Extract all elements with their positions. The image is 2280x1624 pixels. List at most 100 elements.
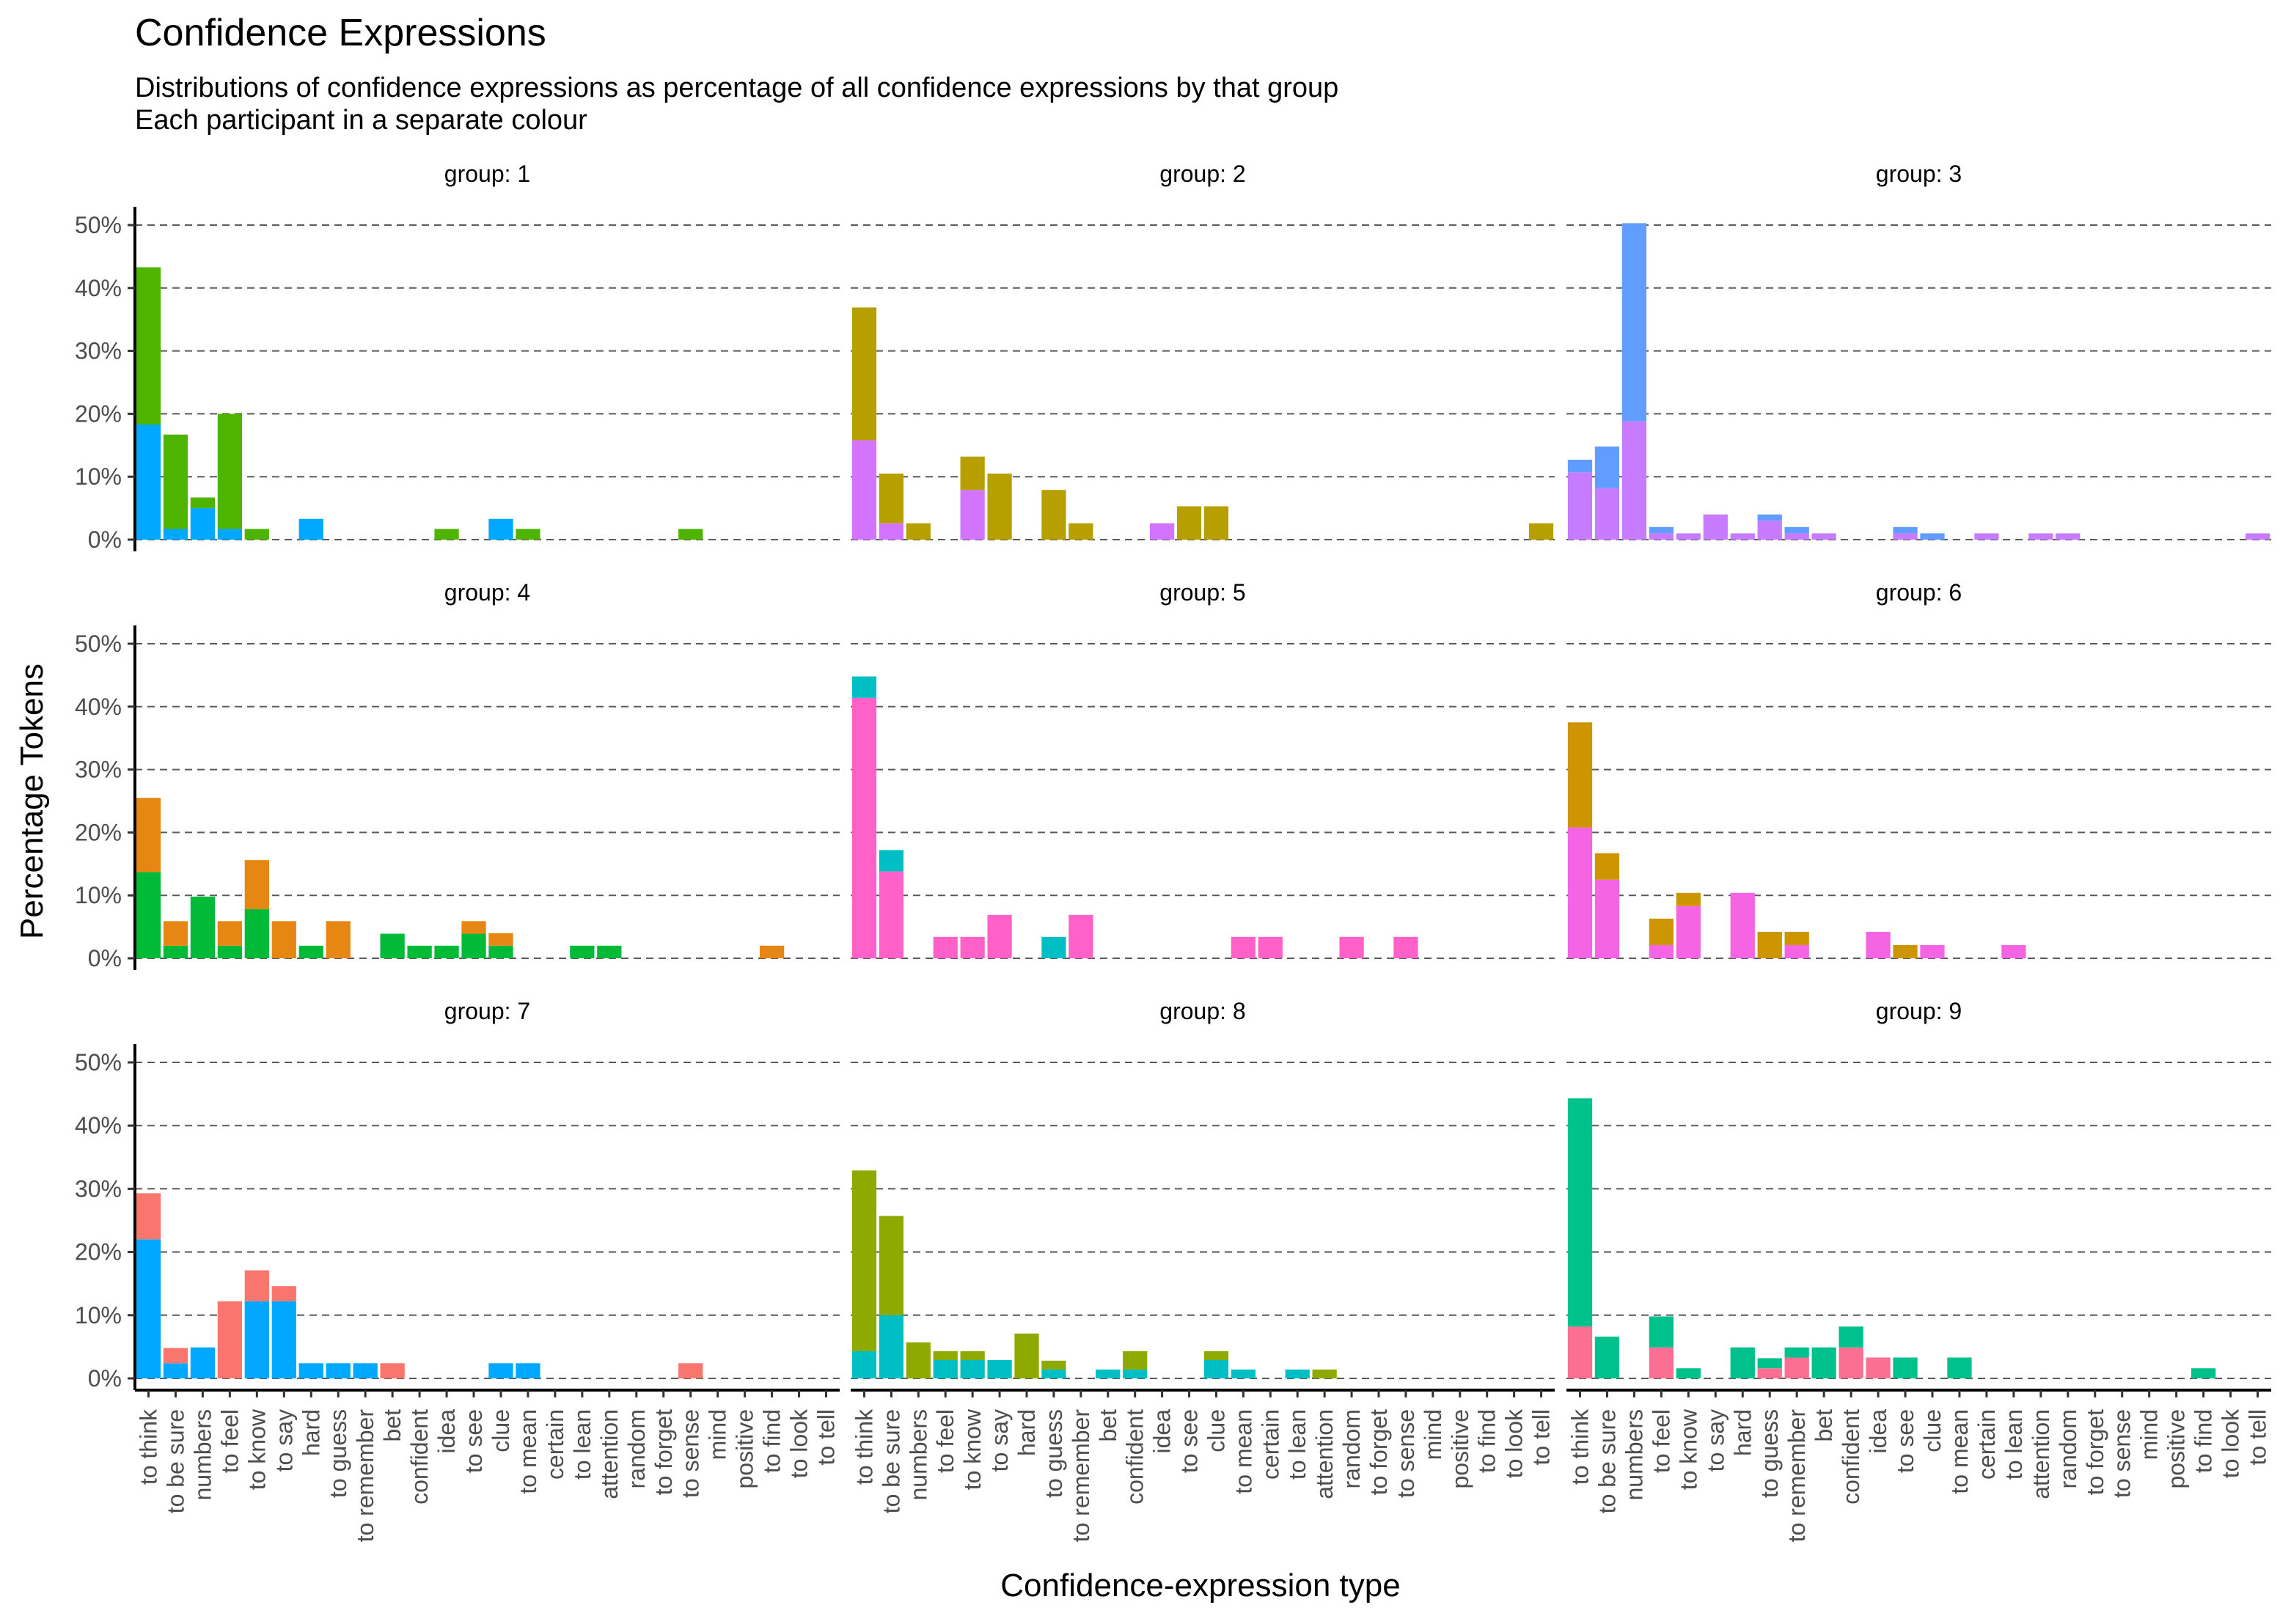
bar-segment <box>298 518 323 540</box>
x-tick-label: to guess <box>325 1409 351 1498</box>
bar-segment <box>1649 944 1674 958</box>
bar-segment <box>933 1351 958 1361</box>
x-tick-label: to think <box>1566 1408 1593 1485</box>
bar-segment <box>1730 533 1755 540</box>
bar-segment <box>1041 1369 1066 1378</box>
bar-segment <box>960 1360 985 1378</box>
bar-segment <box>987 914 1012 958</box>
facet-strip-label: group: 8 <box>1159 998 1245 1024</box>
bar-segment <box>217 414 242 529</box>
bar-segment <box>960 490 985 540</box>
y-tick-label: 40% <box>75 694 122 720</box>
facet-panels: group: 1 0% 10% 20% 30% 40% 50% group: 2 group: … <box>75 161 2271 1542</box>
x-tick-label: to lean <box>1284 1409 1311 1480</box>
x-tick-label: to tell <box>813 1409 840 1465</box>
x-tick-label: numbers <box>189 1409 216 1501</box>
bar-segment <box>1203 1360 1229 1378</box>
x-tick-label: numbers <box>905 1409 931 1501</box>
bar-segment <box>1839 1347 1863 1378</box>
bar-segment <box>1096 1369 1121 1378</box>
x-tick-label: mind <box>705 1409 731 1460</box>
bar-segment <box>217 945 242 958</box>
y-tick-label: 10% <box>75 463 122 490</box>
bar-segment <box>136 872 161 958</box>
x-tick-label: to see <box>1176 1409 1203 1473</box>
y-tick-label: 20% <box>75 400 122 427</box>
bar-segment <box>271 1286 296 1301</box>
x-tick-label: certain <box>1973 1409 2000 1480</box>
x-tick-label: clue <box>488 1409 514 1452</box>
y-tick-label: 30% <box>75 1175 122 1202</box>
bar-segment <box>1393 936 1418 958</box>
bar-segment <box>1757 514 1782 521</box>
bar-segment <box>678 1363 703 1378</box>
bar-segment <box>960 456 985 490</box>
bar-segment <box>461 921 486 934</box>
bar-segment <box>1567 1326 1593 1378</box>
x-tick-label: to know <box>1675 1408 1701 1490</box>
panel-group-3: group: 3 <box>1566 161 2271 540</box>
panel-group-9: group: 9 to think to be sure numbers to feel… <box>1566 998 2271 1542</box>
bar-segment <box>987 1360 1012 1378</box>
bar-segment <box>136 267 161 425</box>
facet-strip-label: group: 5 <box>1159 579 1245 606</box>
bar-segment <box>1757 521 1782 540</box>
y-tick-label: 50% <box>75 1049 122 1076</box>
panel-group-4: group: 4 0% 10% 20% 30% 40% 50% <box>75 579 840 971</box>
bar-segment <box>1757 1368 1782 1378</box>
bar-segment <box>1893 1357 1918 1378</box>
x-tick-label: idea <box>433 1409 460 1454</box>
bar-segment <box>1811 1347 1836 1378</box>
bar-segment <box>1150 523 1175 540</box>
bar-segment <box>1893 526 1918 534</box>
bar-segment <box>163 434 188 529</box>
panel-group-8: group: 8 to think to be sure numbers to feel… <box>851 998 1555 1542</box>
bar-segment <box>960 936 985 958</box>
bar-segment <box>326 921 351 958</box>
x-tick-label: to sense <box>678 1409 704 1498</box>
bar-segment <box>851 1351 877 1378</box>
bar-segment <box>1703 514 1728 540</box>
bar-segment <box>1839 1326 1863 1348</box>
bar-segment <box>163 529 188 540</box>
bar-segment <box>136 1239 161 1378</box>
bar-segment <box>1285 1369 1310 1378</box>
bar-segment <box>879 1216 903 1315</box>
bar-segment <box>1123 1351 1148 1370</box>
bar-segment <box>244 860 269 910</box>
bar-segment <box>570 945 595 958</box>
bar-segment <box>851 440 877 540</box>
x-tick-label: random <box>1338 1409 1365 1489</box>
y-tick-label: 10% <box>75 882 122 908</box>
bar-segment <box>2245 533 2270 540</box>
bar-segment <box>1567 460 1593 473</box>
y-tick-label: 10% <box>75 1302 122 1329</box>
x-tick-label: to forget <box>2082 1409 2108 1496</box>
bar-segment <box>434 945 459 958</box>
facet-strip-label: group: 1 <box>444 161 530 187</box>
x-tick-label: to be sure <box>1594 1409 1620 1513</box>
panel-group-2: group: 2 <box>851 161 1555 540</box>
bar-segment <box>1312 1369 1337 1378</box>
bar-segment <box>1730 892 1755 958</box>
bar-segment <box>1594 447 1620 488</box>
x-tick-label: bet <box>1811 1409 1837 1442</box>
x-tick-label: attention <box>2028 1409 2054 1499</box>
chart-subtitle-line-1: Distributions of confidence expressions … <box>135 73 1338 103</box>
bar-segment <box>244 529 269 540</box>
x-tick-label: bet <box>1095 1409 1121 1442</box>
x-tick-label: to think <box>851 1408 877 1485</box>
x-tick-label: to sense <box>1393 1409 1419 1498</box>
y-tick-label: 0% <box>88 945 122 971</box>
x-tick-label: to say <box>986 1409 1013 1471</box>
x-tick-label: positive <box>732 1409 758 1489</box>
y-tick-label: 30% <box>75 338 122 364</box>
x-tick-label: mind <box>2136 1409 2163 1460</box>
x-tick-label: to sense <box>2109 1409 2136 1498</box>
bar-segment <box>1203 506 1229 540</box>
bar-segment <box>1594 879 1620 958</box>
bar-segment <box>1594 488 1620 540</box>
bar-segment <box>1676 533 1701 540</box>
x-tick-label: to think <box>135 1408 161 1485</box>
bar-segment <box>1567 472 1593 540</box>
